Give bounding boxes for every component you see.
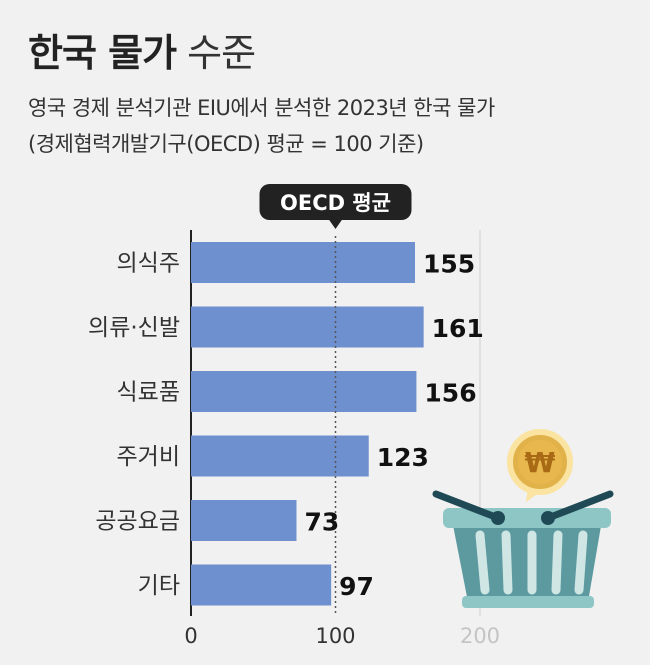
x-ticks: 0 100 200 — [184, 624, 500, 648]
category-label: 공공요금 — [95, 509, 180, 535]
category-label: 기타 — [138, 573, 180, 599]
bar — [191, 435, 369, 477]
category-label: 식료품 — [117, 380, 180, 406]
bar — [191, 242, 415, 283]
oecd-badge-pointer — [328, 219, 343, 229]
category-label: 의류·신발 — [88, 315, 180, 341]
value-label: 156 — [424, 379, 476, 408]
tick-label: 100 — [315, 624, 355, 648]
page-title: 한국 물가 수준 — [28, 22, 256, 77]
bar — [191, 564, 332, 606]
category-label: 의식주 — [117, 251, 180, 277]
subtitle-line2: (경제협력개발기구(OECD) 평균 = 100 기준) — [28, 132, 424, 156]
bar — [191, 306, 424, 348]
reference-line: OECD 평균 — [259, 184, 412, 616]
category-label: 주거비 — [117, 444, 180, 470]
title-light: 수준 — [187, 31, 256, 75]
subtitle-line1: 영국 경제 분석기관 EIU에서 분석한 2023년 한국 물가 — [28, 96, 495, 120]
bars — [191, 242, 424, 606]
value-label: 161 — [432, 314, 484, 343]
tick-label: 200 — [460, 624, 500, 648]
title-bold: 한국 물가 — [28, 31, 177, 75]
labels: 의식주 155 의류·신발 161 식료품 156 주거비 123 공공요금 73 기타 97 — [88, 250, 484, 602]
oecd-badge — [259, 184, 412, 220]
oecd-badge-label: OECD 평균 — [280, 191, 391, 215]
bar — [191, 371, 417, 412]
value-label: 97 — [339, 572, 374, 601]
value-label: 73 — [304, 508, 339, 537]
bar — [191, 500, 297, 541]
won-coin-icon: ₩ — [507, 429, 573, 502]
coin-symbol: ₩ — [525, 446, 556, 479]
shopping-basket-icon: ₩ — [432, 429, 614, 608]
value-label: 155 — [423, 250, 475, 279]
value-label: 123 — [377, 443, 429, 472]
tick-label: 0 — [184, 624, 197, 648]
